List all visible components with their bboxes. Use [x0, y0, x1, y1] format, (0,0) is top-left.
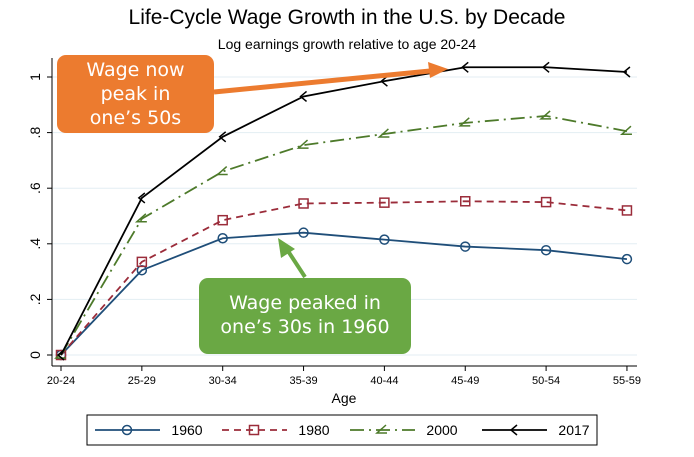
- arrow-head-icon: [428, 62, 448, 78]
- marker-square: [217, 214, 228, 226]
- marker-circle: [379, 234, 390, 245]
- chart-subtitle: Log earnings growth relative to age 20-2…: [217, 36, 477, 52]
- marker-circle: [621, 253, 633, 265]
- marker-triangle: [377, 128, 390, 138]
- marker-square: [540, 196, 552, 208]
- marker-diamond: [622, 66, 631, 78]
- series-line: [60, 66, 628, 356]
- y-tick-label: .4: [27, 238, 43, 250]
- marker-square: [136, 256, 148, 268]
- legend-label: 2000: [426, 422, 457, 438]
- marker-triangle: [134, 213, 147, 223]
- marker-diamond: [461, 61, 469, 73]
- x-tick-label: 35-39: [289, 375, 317, 387]
- x-tick-label: 30-34: [209, 375, 237, 387]
- marker-circle: [217, 232, 228, 244]
- marker-square: [621, 205, 633, 216]
- marker-square: [379, 197, 390, 208]
- legend-label: 1960: [171, 422, 202, 438]
- marker-diamond: [56, 349, 65, 361]
- series-line: [60, 115, 628, 356]
- marker-circle: [121, 424, 133, 436]
- x-tick-label: 25-29: [128, 375, 156, 387]
- y-tick-label: .2: [27, 293, 43, 305]
- marker-circle: [298, 227, 309, 238]
- x-tick-label: 40-44: [370, 375, 398, 387]
- annotation-arrow-orange: [213, 68, 431, 95]
- marker-triangle: [296, 139, 309, 149]
- marker-square: [298, 198, 309, 209]
- marker-diamond: [137, 192, 146, 204]
- marker-diamond: [509, 424, 518, 436]
- marker-square: [460, 196, 471, 207]
- series-line: [60, 231, 628, 356]
- marker-triangle: [375, 424, 387, 434]
- annotation-line: one’s 50s: [89, 107, 182, 129]
- legend-label: 2017: [558, 422, 589, 438]
- annotation-line: Wage now: [86, 59, 185, 81]
- y-tick-label: .8: [27, 127, 43, 139]
- y-tick-label: 1: [27, 73, 43, 81]
- marker-square: [248, 424, 260, 436]
- annotation-line: Wage peaked in: [229, 292, 381, 314]
- marker-triangle: [458, 117, 471, 127]
- legend-item-2017: 2017: [482, 422, 590, 438]
- series-2017: [56, 61, 631, 361]
- annotation-arrow-green: [286, 249, 307, 279]
- marker-square: [55, 349, 67, 361]
- marker-diamond: [218, 131, 227, 143]
- legend-item-1980: 1980: [222, 422, 330, 438]
- y-tick-label: 0: [27, 351, 43, 359]
- annotation-line: peak in: [100, 83, 171, 105]
- legend-item-1960: 1960: [95, 422, 203, 438]
- marker-triangle: [215, 165, 228, 176]
- x-tick-label: 45-49: [451, 375, 479, 387]
- x-tick-label: 50-54: [532, 375, 560, 387]
- marker-circle: [540, 244, 552, 256]
- series-line: [60, 200, 628, 356]
- legend-label: 1980: [298, 422, 329, 438]
- series-2000: [54, 110, 632, 359]
- annotation-orange: Wage now peak in one’s 50s: [57, 55, 214, 133]
- marker-triangle: [619, 125, 632, 135]
- marker-circle: [460, 241, 471, 252]
- marker-diamond: [541, 61, 550, 73]
- annotation-line: one’s 30s in 1960: [220, 316, 390, 338]
- marker-triangle: [539, 110, 552, 120]
- x-tick-label: 20-24: [47, 375, 75, 387]
- annotation-green: Wage peaked in one’s 30s in 1960: [199, 278, 411, 354]
- arrow-head-icon: [278, 238, 295, 258]
- chart-title: Life-Cycle Wage Growth in the U.S. by De…: [128, 6, 566, 29]
- series-1980: [55, 196, 633, 361]
- y-tick-label: .6: [27, 182, 43, 194]
- x-tick-label: 55-59: [613, 375, 641, 387]
- series-1960: [55, 227, 633, 361]
- x-axis-label: Age: [332, 390, 357, 406]
- legend-item-2000: 2000: [350, 422, 458, 438]
- marker-diamond: [299, 90, 308, 103]
